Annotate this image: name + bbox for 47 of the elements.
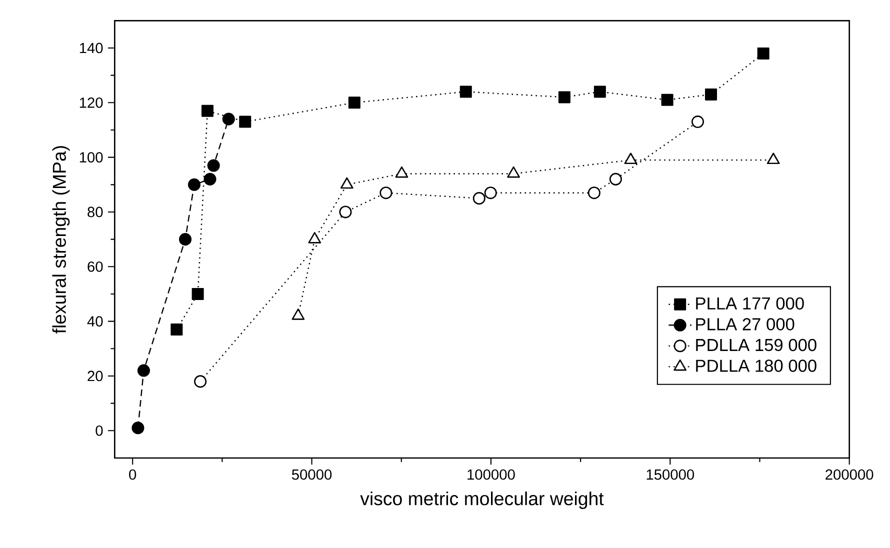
- point: [757, 47, 770, 60]
- point: [380, 186, 392, 200]
- x-tick-label: 50000: [292, 469, 332, 480]
- point: [558, 91, 570, 104]
- x-tick-label: 150000: [646, 469, 694, 480]
- legend-label: PLLA 27 000: [696, 318, 794, 330]
- y-tick-label: 20: [88, 370, 103, 382]
- x-tick-label: 0: [129, 469, 136, 480]
- point: [194, 375, 207, 388]
- point: [222, 112, 235, 126]
- point: [624, 152, 638, 164]
- point: [460, 86, 472, 98]
- point: [705, 88, 718, 100]
- point: [661, 94, 674, 106]
- point: [348, 96, 360, 109]
- point: [472, 192, 486, 205]
- point: [170, 324, 183, 336]
- point: [188, 178, 200, 191]
- legend-label: PDLLA 159 000: [696, 338, 816, 352]
- y-tick-label: 120: [80, 97, 103, 108]
- point: [691, 116, 704, 128]
- point: [179, 233, 192, 246]
- y-tick-label: 80: [88, 206, 103, 218]
- y-tick-label: 0: [96, 425, 103, 436]
- y-tick-label: 40: [87, 316, 103, 327]
- x-tick-label: 100000: [468, 469, 515, 480]
- x-tick-label: 200000: [826, 469, 874, 480]
- point: [339, 206, 352, 218]
- x-axis-title: visco metric molecular weight: [360, 492, 604, 509]
- point: [484, 186, 497, 200]
- point: [192, 288, 204, 300]
- point: [201, 104, 214, 117]
- point: [766, 152, 780, 164]
- legend-label: PLLA 177 000: [696, 297, 804, 310]
- point: [204, 172, 216, 186]
- y-tick-label: 100: [80, 152, 103, 163]
- point: [137, 364, 150, 377]
- y-tick-label: 60: [88, 261, 103, 272]
- point: [588, 186, 600, 200]
- point: [207, 159, 220, 172]
- point: [594, 86, 606, 98]
- point: [609, 172, 622, 186]
- y-tick-label: 140: [80, 42, 103, 54]
- point: [239, 116, 252, 128]
- legend-label: PDLLA 180 000: [696, 360, 816, 372]
- point: [132, 422, 144, 434]
- y-axis-title: flexural strength (MPa): [52, 146, 70, 334]
